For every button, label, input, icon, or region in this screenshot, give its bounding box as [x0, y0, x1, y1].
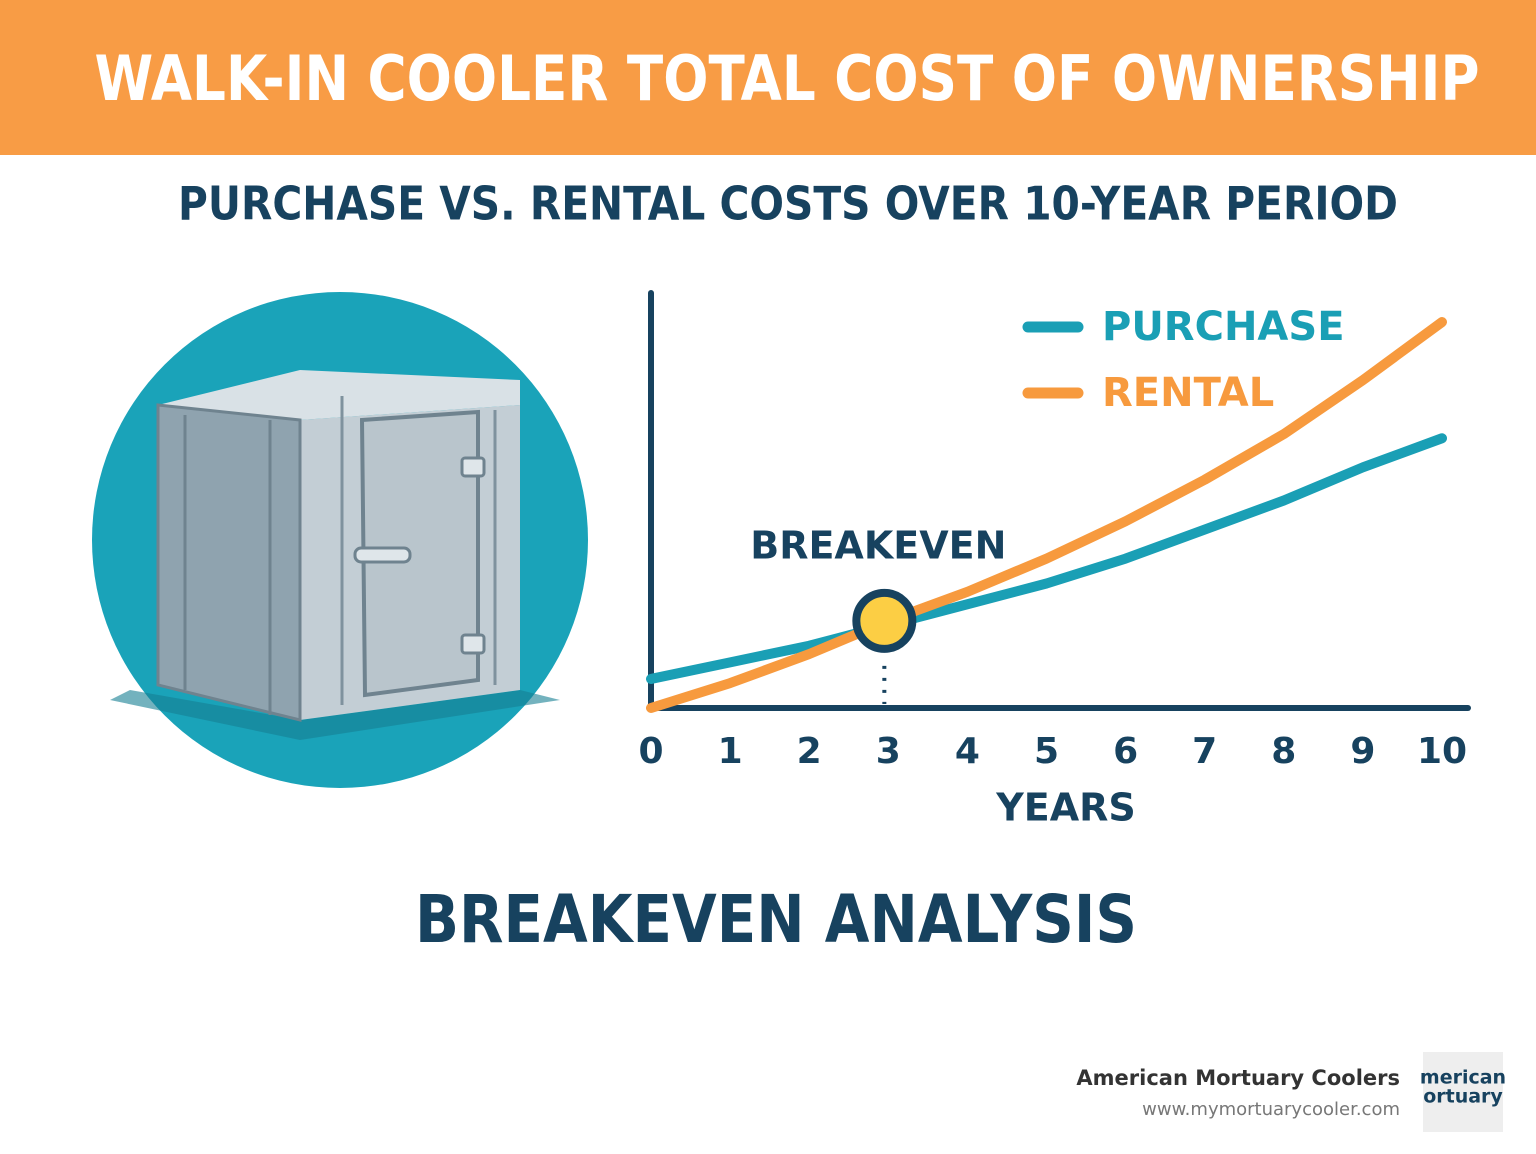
title-banner	[0, 0, 1536, 155]
footer-heading: BREAKEVEN ANALYSIS	[415, 881, 1137, 958]
x-tick-label: 5	[1034, 731, 1059, 772]
chart: 0 1 2 3 4 5 6 7 8 9 10 YEARS BREAKEVEN PURCHASE RENTAL	[638, 290, 1471, 830]
logo	[1423, 1052, 1503, 1132]
legend-label: PURCHASE	[1102, 304, 1345, 350]
logo-text: merican	[1420, 1067, 1506, 1089]
line-series	[646, 317, 1447, 713]
logo-text: ortuary	[1423, 1086, 1503, 1108]
x-tick-label: 0	[638, 731, 663, 772]
x-tick-label: 7	[1192, 731, 1217, 772]
x-tick-label: 1	[718, 731, 743, 772]
brand-url: www.mymortuarycooler.com	[1142, 1099, 1400, 1120]
title: WALK-IN COOLER TOTAL COST OF OWNERSHIP	[95, 42, 1480, 115]
annotation-label: BREAKEVEN	[750, 524, 1006, 568]
x-tick-label: 10	[1417, 731, 1467, 772]
x-tick-label: 8	[1271, 731, 1296, 772]
x-axis-label: YEARS	[995, 786, 1136, 830]
x-tick-label: 3	[876, 731, 901, 772]
x-tick-label: 4	[955, 731, 980, 772]
brand-name: American Mortuary Coolers	[1076, 1066, 1400, 1090]
x-tick-label: 2	[797, 731, 822, 772]
x-tick-label: 9	[1350, 731, 1375, 772]
line-series	[646, 433, 1447, 684]
legend-label: RENTAL	[1102, 370, 1274, 416]
cooler-illustration	[92, 292, 588, 788]
x-tick-label: 6	[1113, 731, 1138, 772]
breakeven-marker	[852, 588, 917, 653]
chart-title: PURCHASE VS. RENTAL COSTS OVER 10-YEAR P…	[178, 177, 1398, 231]
